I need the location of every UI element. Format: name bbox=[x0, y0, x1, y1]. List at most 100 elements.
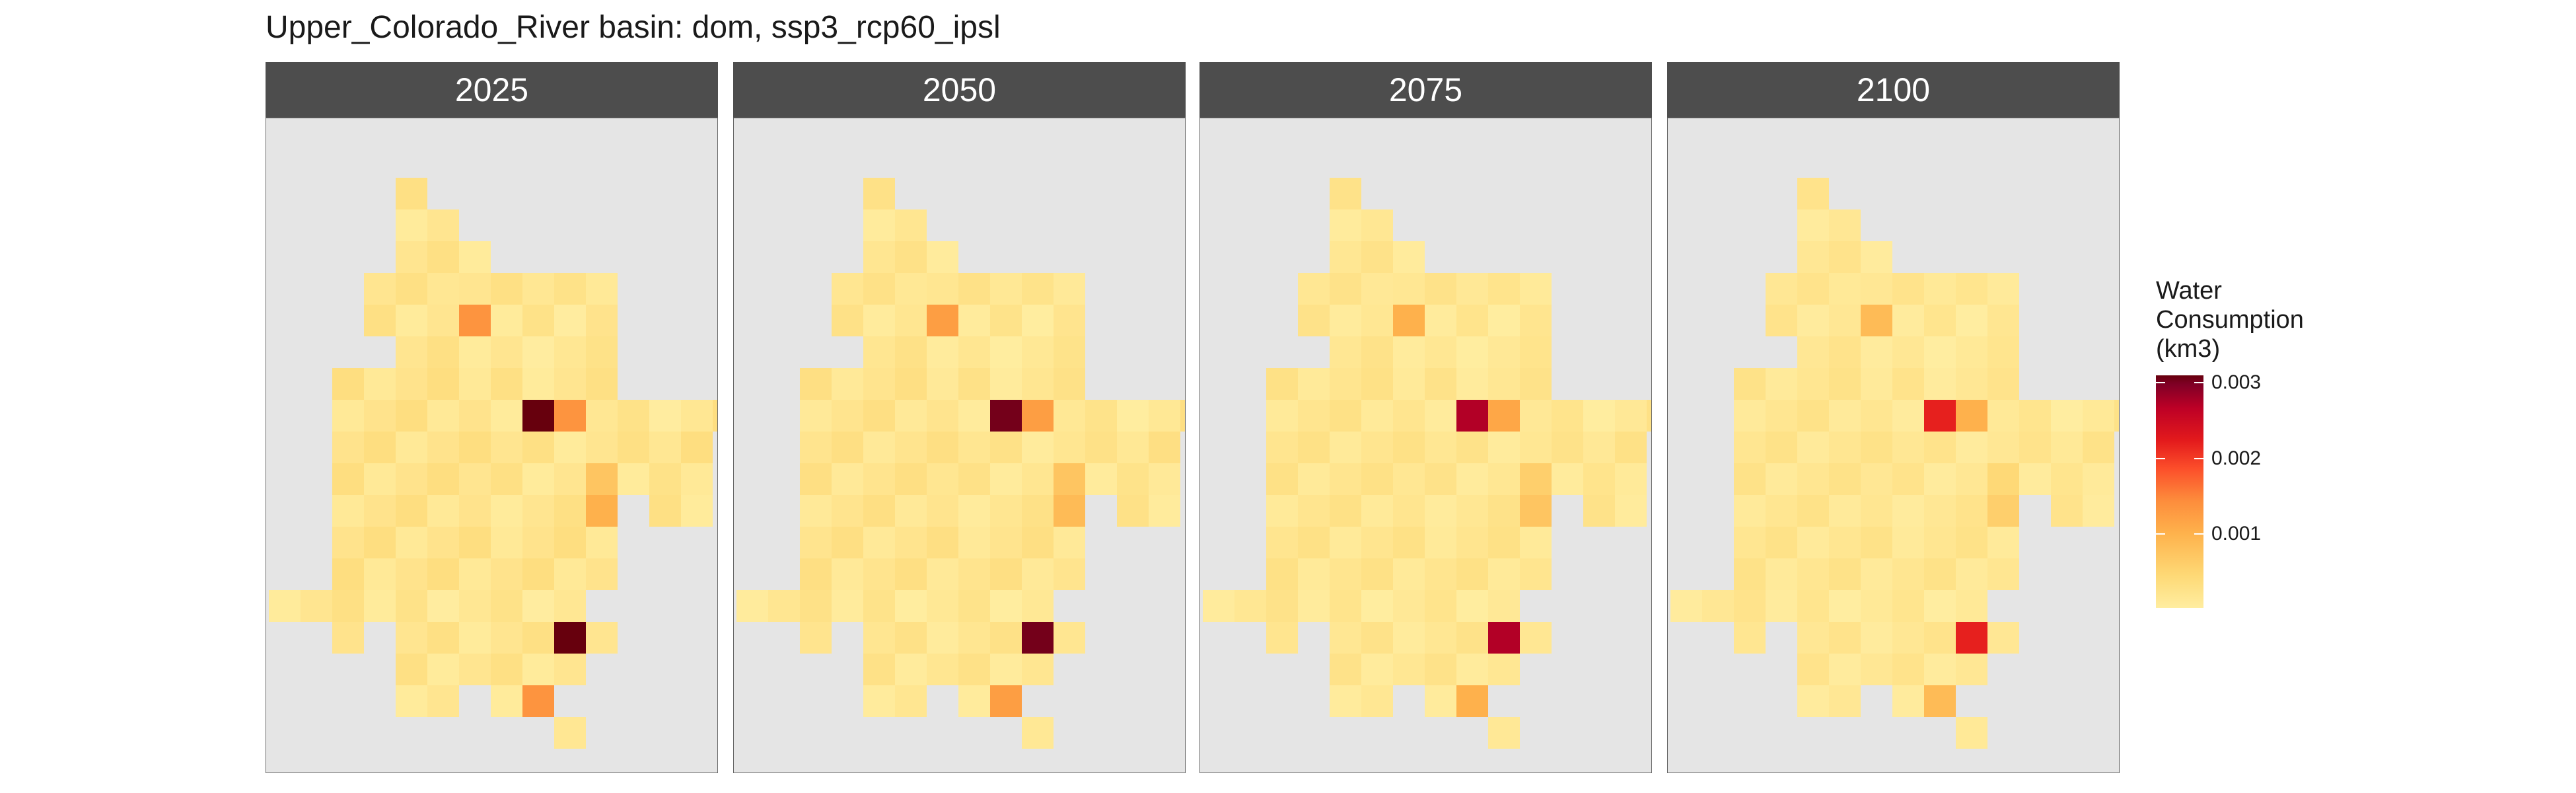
heatmap-cell bbox=[1797, 527, 1829, 558]
heatmap-cell bbox=[1670, 590, 1702, 622]
heatmap-cell bbox=[895, 368, 927, 400]
heatmap-cell bbox=[269, 590, 301, 622]
heatmap-cell bbox=[1861, 368, 1892, 400]
heatmap-cell bbox=[586, 400, 618, 432]
heatmap-cell bbox=[1488, 622, 1520, 654]
heatmap-cell bbox=[1766, 463, 1797, 495]
heatmap-cell bbox=[1797, 336, 1829, 368]
heatmap-cell bbox=[522, 432, 554, 463]
heatmap-cell bbox=[1924, 495, 1956, 527]
heatmap-cell bbox=[927, 336, 958, 368]
heatmap-cell bbox=[1361, 495, 1393, 527]
heatmap-cell bbox=[396, 622, 427, 654]
heatmap-cell bbox=[1924, 368, 1956, 400]
legend-title-line-1: Water bbox=[2156, 276, 2354, 305]
heatmap-cell bbox=[1861, 336, 1892, 368]
heatmap-cell bbox=[427, 368, 459, 400]
heatmap-cell bbox=[1987, 305, 2019, 336]
heatmap-cell bbox=[1829, 305, 1861, 336]
heatmap-cell bbox=[522, 685, 554, 717]
heatmap-cell bbox=[927, 400, 958, 432]
heatmap-cell bbox=[396, 463, 427, 495]
heatmap-cell bbox=[1266, 527, 1298, 558]
heatmap-cell bbox=[1330, 178, 1361, 209]
heatmap-cell bbox=[1956, 495, 1987, 527]
heatmap-cell bbox=[301, 590, 332, 622]
heatmap-cell bbox=[958, 654, 990, 685]
heatmap-cell bbox=[459, 558, 491, 590]
heatmap-cell bbox=[491, 273, 522, 305]
heatmap-cell bbox=[459, 400, 491, 432]
heatmap-cell bbox=[1766, 558, 1797, 590]
heatmap-cell bbox=[1330, 305, 1361, 336]
heatmap-cell bbox=[1956, 432, 1987, 463]
heatmap-cell bbox=[768, 590, 800, 622]
heatmap-cell bbox=[1797, 463, 1829, 495]
heatmap-cell bbox=[1022, 273, 1054, 305]
heatmap-cell bbox=[2051, 400, 2083, 432]
heatmap-cell bbox=[895, 558, 927, 590]
heatmap-cell bbox=[1520, 400, 1552, 432]
heatmap-cell bbox=[1361, 654, 1393, 685]
heatmap-cell bbox=[990, 685, 1022, 717]
heatmap-cell bbox=[1987, 495, 2019, 527]
heatmap-cell bbox=[396, 495, 427, 527]
heatmap-cell bbox=[1924, 305, 1956, 336]
heatmap-cell bbox=[618, 400, 649, 432]
heatmap-cell bbox=[1298, 590, 1330, 622]
heatmap-cell bbox=[491, 368, 522, 400]
heatmap-cell bbox=[1022, 400, 1054, 432]
heatmap-cell bbox=[1022, 622, 1054, 654]
heatmap-cell bbox=[554, 273, 586, 305]
heatmap-cell bbox=[1456, 463, 1488, 495]
heatmap-cell bbox=[1425, 495, 1456, 527]
heatmap-cell bbox=[1861, 622, 1892, 654]
legend-tick-mark bbox=[2194, 533, 2203, 535]
heatmap-cell bbox=[427, 400, 459, 432]
heatmap-cell bbox=[1298, 400, 1330, 432]
heatmap-cell bbox=[1393, 273, 1425, 305]
heatmap-cell bbox=[958, 305, 990, 336]
heatmap-cell bbox=[522, 495, 554, 527]
heatmap-cell bbox=[958, 590, 990, 622]
heatmap-cell bbox=[1298, 432, 1330, 463]
heatmap-cell bbox=[1393, 432, 1425, 463]
heatmap-cell bbox=[618, 463, 649, 495]
heatmap-cell bbox=[1766, 400, 1797, 432]
heatmap-cell bbox=[1361, 590, 1393, 622]
heatmap-cell bbox=[1552, 400, 1583, 432]
heatmap-cell bbox=[649, 400, 681, 432]
heatmap-cell bbox=[958, 368, 990, 400]
heatmap-cell bbox=[1425, 432, 1456, 463]
heatmap-cell bbox=[1615, 400, 1647, 432]
heatmap-cell bbox=[1054, 432, 1085, 463]
heatmap-cell bbox=[1829, 368, 1861, 400]
heatmap-cell bbox=[1298, 463, 1330, 495]
heatmap-cell bbox=[800, 463, 832, 495]
heatmap-cell bbox=[1456, 273, 1488, 305]
heatmap-cell bbox=[927, 495, 958, 527]
heatmap-cell bbox=[1298, 273, 1330, 305]
heatmap-cell bbox=[1956, 717, 1987, 749]
facet-panel bbox=[1667, 118, 2120, 773]
heatmap-cell bbox=[1266, 432, 1298, 463]
heatmap-cell bbox=[586, 622, 618, 654]
heatmap-cell bbox=[895, 400, 927, 432]
heatmap-cell bbox=[1117, 495, 1149, 527]
heatmap-cell bbox=[1022, 463, 1054, 495]
heatmap-cell bbox=[1861, 400, 1892, 432]
heatmap-cell bbox=[427, 241, 459, 273]
heatmap-cell bbox=[1861, 432, 1892, 463]
heatmap-cell bbox=[1266, 495, 1298, 527]
heatmap-cell bbox=[1987, 273, 2019, 305]
heatmap-cell bbox=[1956, 654, 1987, 685]
heatmap-cell bbox=[832, 305, 863, 336]
heatmap-cell bbox=[1861, 495, 1892, 527]
heatmap-cell bbox=[396, 178, 427, 209]
heatmap-cell bbox=[1488, 717, 1520, 749]
heatmap-cell bbox=[1488, 463, 1520, 495]
heatmap-cell bbox=[396, 273, 427, 305]
heatmap-cell bbox=[1085, 463, 1117, 495]
heatmap-cell bbox=[1393, 305, 1425, 336]
heatmap-cell bbox=[1924, 590, 1956, 622]
